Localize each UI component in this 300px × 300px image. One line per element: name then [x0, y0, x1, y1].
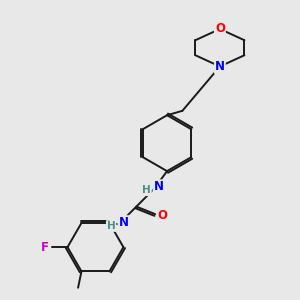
Text: H: H — [142, 185, 151, 195]
Text: H: H — [107, 221, 116, 231]
Text: N: N — [215, 60, 225, 73]
Text: O: O — [158, 209, 168, 222]
Text: F: F — [41, 241, 49, 254]
Text: O: O — [215, 22, 225, 35]
Text: N: N — [154, 180, 164, 193]
Text: N: N — [118, 216, 128, 229]
